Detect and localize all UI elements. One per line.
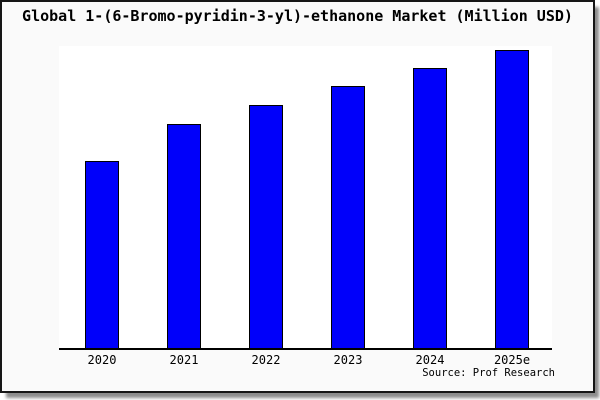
x-tick-label-2022: 2022 <box>251 353 281 367</box>
bar-2022 <box>249 105 283 348</box>
source-note: Source: Prof Research <box>422 367 555 379</box>
bar-2021 <box>167 124 201 348</box>
chart-panel: Global 1-(6-Bromo-pyridin-3-yl)-ethanone… <box>0 0 595 393</box>
x-tick-label-2023: 2023 <box>333 353 363 367</box>
bar-2025e <box>495 50 529 348</box>
x-tick-label-2021: 2021 <box>169 353 199 367</box>
bar-2024 <box>413 68 447 348</box>
x-tick-label-2024: 2024 <box>415 353 445 367</box>
x-tick-label-2025e: 2025e <box>493 353 531 367</box>
chart-title: Global 1-(6-Bromo-pyridin-3-yl)-ethanone… <box>22 7 573 25</box>
x-tick-label-2020: 2020 <box>87 353 117 367</box>
bar-2023 <box>331 86 365 348</box>
bar-2020 <box>85 161 119 348</box>
plot-area <box>59 46 552 350</box>
